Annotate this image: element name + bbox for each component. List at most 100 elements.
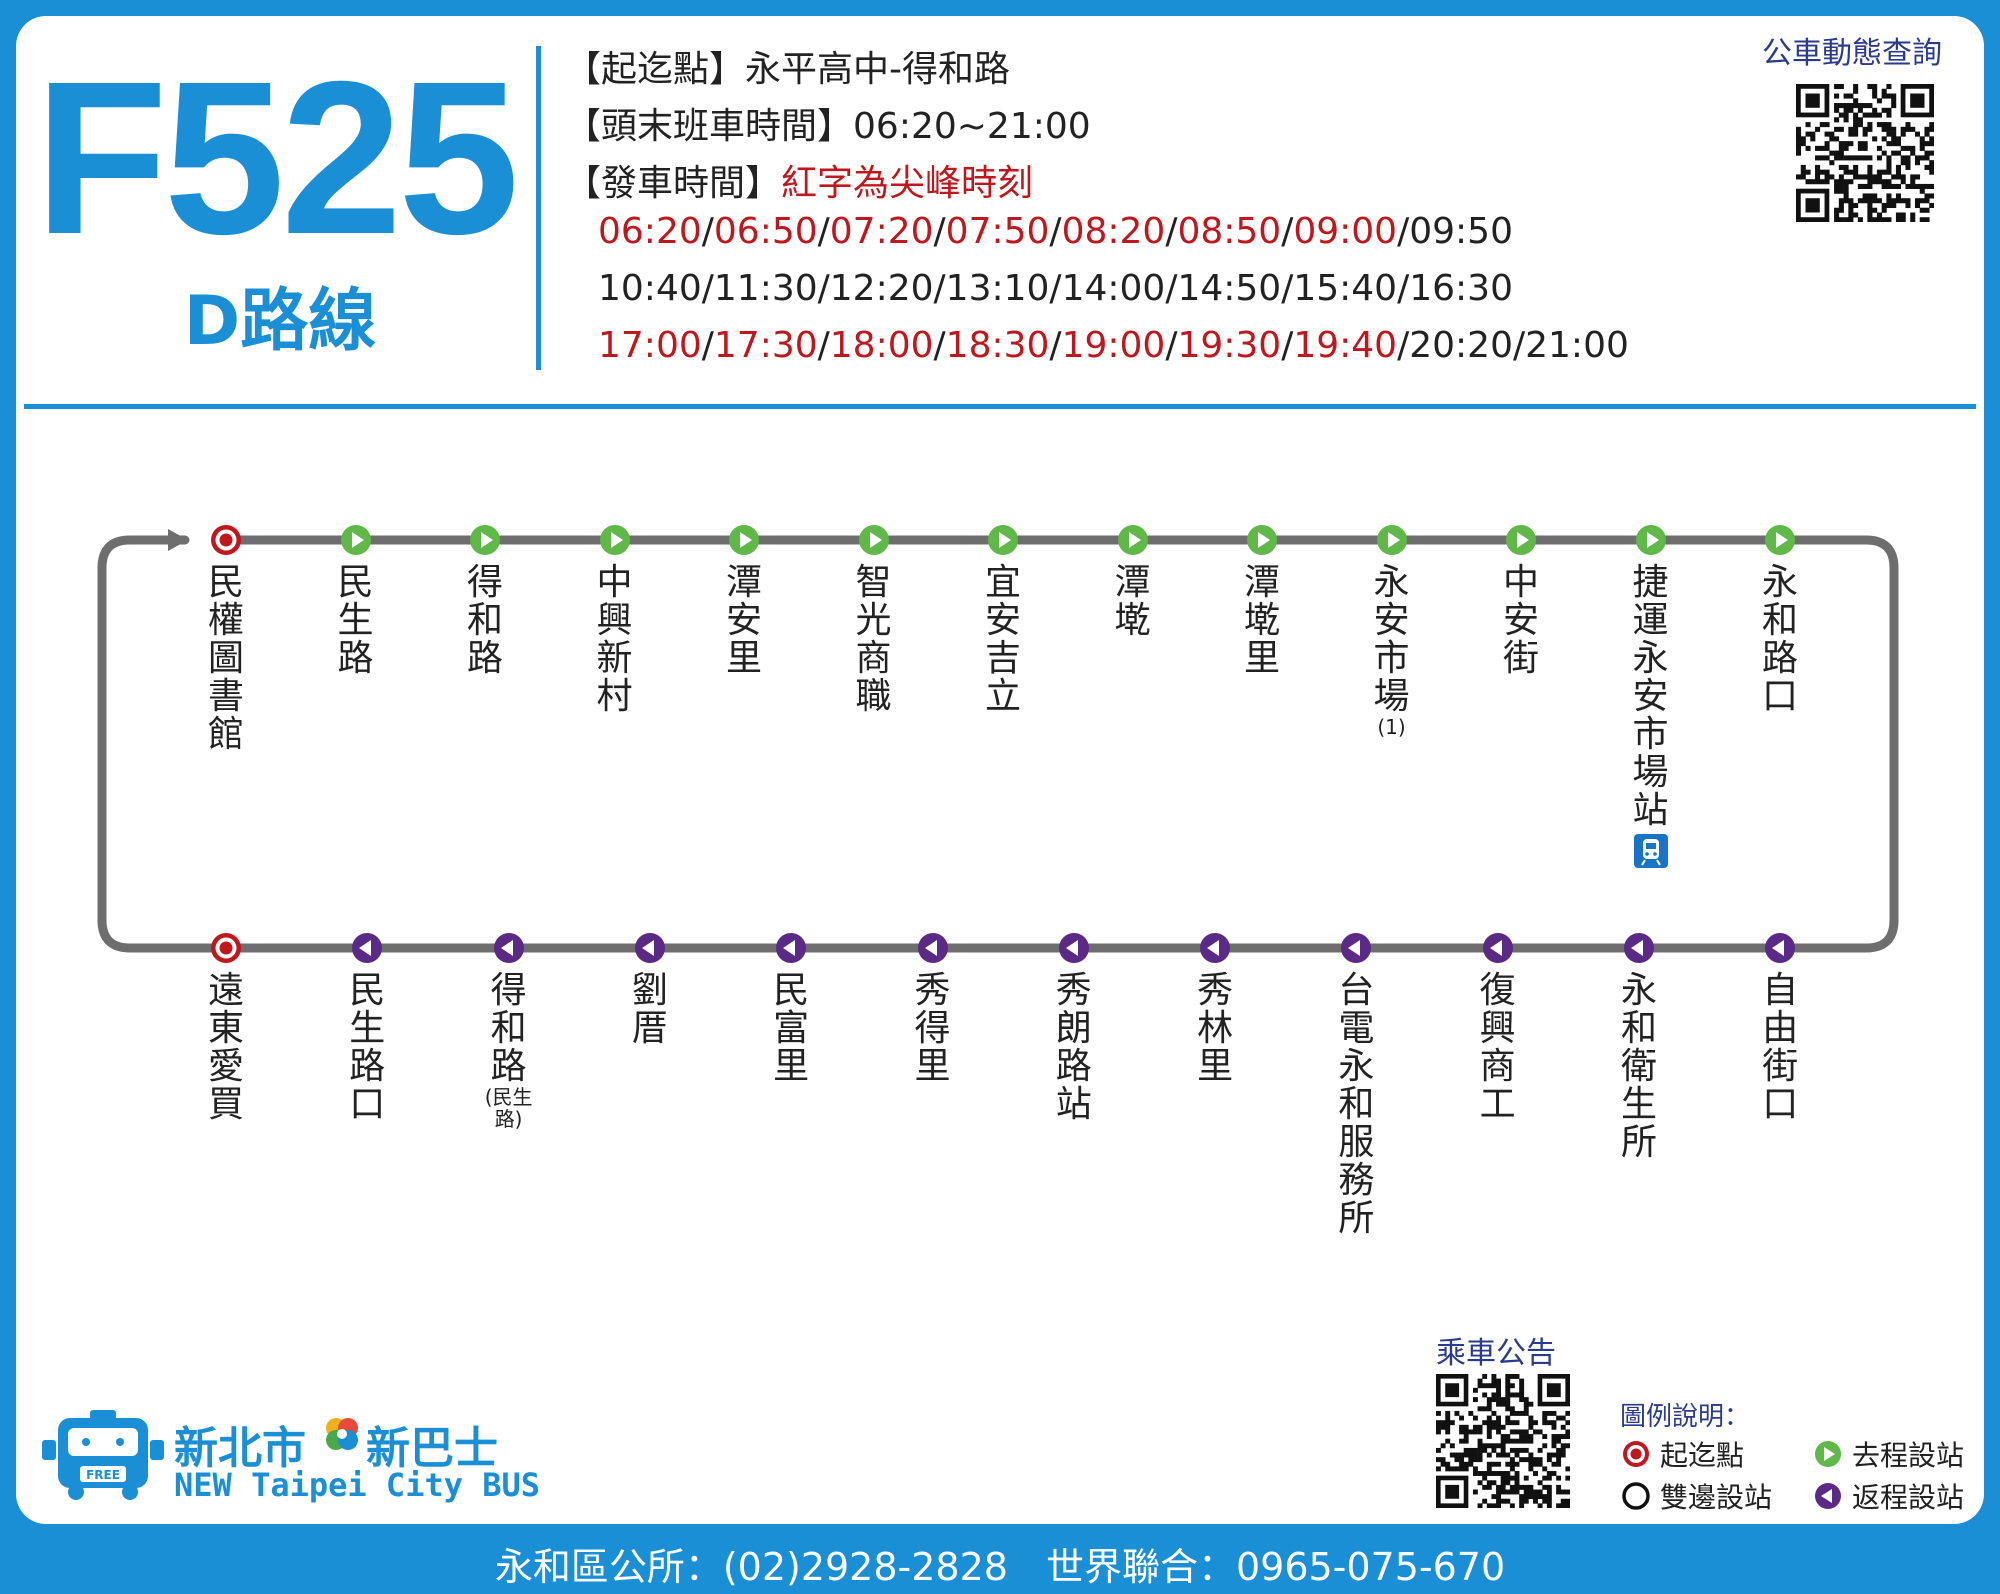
route-map-card	[16, 16, 1984, 1524]
stop-label: 永和路口	[1750, 564, 1810, 716]
stop-name: 宜安吉立	[984, 562, 1021, 717]
stop-label: 智光商職	[844, 564, 904, 716]
return-stop-icon	[1341, 933, 1372, 963]
peak-departure-time: 09:00	[1293, 211, 1398, 252]
stop-name: 潭安里	[725, 562, 762, 679]
stop-label: 民生路	[326, 564, 386, 678]
time-separator: /	[1165, 211, 1178, 252]
departure-time: 09:50	[1409, 211, 1513, 252]
route-subtitle: D路線	[183, 282, 377, 361]
stop-label: 遠東愛買	[196, 972, 256, 1124]
departure-time: 16:30	[1409, 268, 1513, 309]
stop-name: 台電永和服務所	[1338, 970, 1375, 1239]
notice-qr-code[interactable]	[1436, 1374, 1570, 1508]
legend-terminal: 起迄點	[1620, 1434, 1744, 1474]
outbound-stop-icon	[1117, 525, 1148, 555]
brand-cn-left: 新北市	[174, 1423, 306, 1474]
stop-label: 得和路	[455, 564, 515, 678]
time-separator: /	[1512, 325, 1526, 366]
stop-name: 永和路口	[1761, 562, 1798, 717]
first-last-bus: 【頭末班車時間】06:20~21:00	[565, 97, 1091, 149]
stop-label: 復興商工	[1468, 972, 1528, 1124]
notice-qr-label: 乘車公告	[1436, 1336, 1556, 1371]
timetable-row-3: 17:00/17:30/18:00/18:30/19:00/19:30/19:4…	[598, 325, 1629, 366]
stop-label: 潭安里	[714, 564, 774, 678]
outbound-stop-icon	[729, 525, 759, 555]
stop-name: 秀林里	[1197, 970, 1234, 1087]
stop-name: 中安街	[1502, 562, 1539, 679]
return-stop-icon	[1058, 933, 1089, 963]
departure-time: 20:20	[1409, 325, 1513, 366]
stop-name: 秀得里	[914, 970, 951, 1087]
stop-name: 自由街口	[1762, 970, 1799, 1125]
stop-name: 得和路	[490, 970, 527, 1087]
time-separator: /	[701, 325, 714, 366]
time-separator: /	[1397, 211, 1410, 252]
stop-label: 秀朗路站	[1044, 972, 1104, 1124]
bus-plate-text: FREE	[86, 1468, 120, 1482]
stop-name: 永安市場	[1373, 562, 1410, 717]
return-stop-icon	[634, 933, 665, 963]
outbound-stop-icon	[1247, 525, 1277, 555]
stop-label: 中安街	[1491, 564, 1551, 678]
origin-destination: 【起迄點】永平高中-得和路	[565, 40, 1010, 92]
stop-name: 民生路	[337, 562, 374, 679]
departure-time: 21:00	[1525, 325, 1629, 366]
outbound-stop-icon	[340, 525, 371, 555]
peak-note: 紅字為尖峰時刻	[781, 163, 1034, 204]
time-separator: /	[933, 211, 946, 252]
stop-label: 中興新村	[585, 564, 645, 716]
time-separator: /	[1281, 268, 1294, 309]
stop-label: 劉厝	[620, 972, 680, 1048]
stop-label: 秀林里	[1185, 972, 1245, 1086]
stop-name: 永和衛生所	[1620, 970, 1657, 1163]
peak-departure-time: 06:50	[713, 211, 818, 252]
legend-terminal-label: 起迄點	[1660, 1439, 1745, 1472]
stop-label: 秀得里	[903, 972, 963, 1086]
stop-name: 智光商職	[855, 562, 892, 717]
stop-label: 潭墘里	[1232, 564, 1292, 678]
time-separator: /	[701, 268, 714, 309]
stop-name: 潭墘	[1114, 562, 1151, 641]
peak-departure-time: 18:30	[945, 325, 1050, 366]
peak-departure-time: 19:00	[1061, 325, 1166, 366]
terminal-icon	[1623, 1441, 1649, 1467]
outbound-stop-icon	[1506, 525, 1536, 555]
time-separator: /	[1165, 325, 1178, 366]
legend-both: 雙邊設站	[1620, 1476, 1772, 1516]
time-separator: /	[817, 211, 830, 252]
departure-time: 10:40	[598, 268, 702, 309]
city-flower-logo-icon	[326, 1418, 358, 1450]
peak-departure-time: 07:50	[945, 211, 1050, 252]
brand-en: NEW Taipei City BUS	[174, 1466, 541, 1504]
stop-label: 民權圖書館	[196, 564, 256, 754]
stop-label: 民生路口	[337, 972, 397, 1124]
realtime-qr-code[interactable]	[1796, 84, 1934, 222]
time-separator: /	[817, 325, 830, 366]
route-number: F525	[34, 37, 520, 280]
brand-cn-right: 新巴士	[366, 1423, 498, 1474]
departure-time: 12:20	[829, 268, 934, 309]
stop-name: 捷運永安市場站	[1632, 562, 1669, 831]
peak-departure-time: 19:30	[1177, 325, 1282, 366]
header-divider	[536, 46, 541, 370]
peak-departure-time: 08:50	[1177, 211, 1282, 252]
stop-name: 民權圖書館	[207, 562, 244, 755]
legend-return-label: 返程設站	[1852, 1481, 1965, 1514]
terminal-icon	[211, 525, 241, 555]
time-separator: /	[1049, 325, 1062, 366]
outbound-stop-icon	[858, 525, 889, 555]
time-separator: /	[1397, 268, 1410, 309]
time-separator: /	[701, 211, 714, 252]
timetable-row-1: 06:20/06:50/07:20/07:50/08:20/08:50/09:0…	[598, 211, 1513, 252]
departure-times-heading: 【發車時間】紅字為尖峰時刻	[565, 154, 1033, 206]
time-separator: /	[1281, 325, 1294, 366]
stop-note: (民生路)	[484, 1085, 533, 1131]
peak-departure-time: 17:30	[713, 325, 818, 366]
outbound-stop-icon	[988, 525, 1018, 555]
departure-time: 15:40	[1293, 268, 1398, 309]
time-separator: /	[933, 325, 946, 366]
stop-label: 台電永和服務所	[1326, 972, 1386, 1238]
legend-title: 圖例說明：	[1620, 1402, 1751, 1432]
time-separator: /	[1281, 211, 1294, 252]
